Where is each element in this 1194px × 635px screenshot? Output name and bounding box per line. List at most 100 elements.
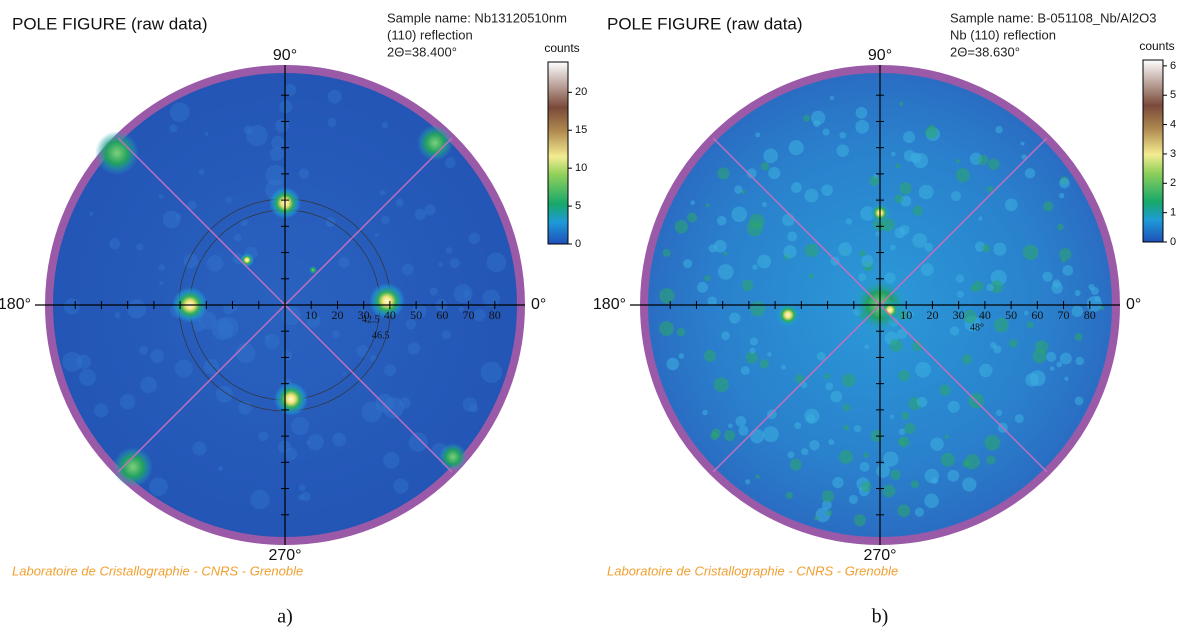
texture: [381, 121, 389, 129]
texture: [875, 231, 881, 237]
texture: [982, 244, 991, 253]
sample-info: Nb (110) reflection: [950, 27, 1056, 42]
texture: [662, 249, 671, 257]
texture: [307, 433, 324, 451]
texture: [223, 303, 234, 315]
texture: [1046, 351, 1057, 362]
texture: [325, 217, 336, 228]
annotation: 48°: [970, 322, 984, 333]
texture: [306, 314, 321, 328]
radial-tick-label: 40: [979, 308, 991, 322]
colorbar-label: counts: [1139, 39, 1174, 53]
texture: [791, 182, 802, 193]
texture: [749, 337, 758, 346]
texture: [955, 168, 970, 183]
diffraction-spot: [95, 131, 139, 175]
texture: [986, 455, 996, 465]
texture: [399, 397, 411, 409]
colorbar-tick-label: 15: [575, 124, 587, 136]
texture: [855, 106, 868, 119]
texture: [441, 330, 451, 340]
radial-tick-label: 40: [384, 308, 396, 322]
texture: [271, 135, 285, 150]
texture: [735, 415, 747, 427]
texture: [828, 439, 835, 446]
sample-info: Sample name: Nb13120510nm: [387, 10, 567, 25]
radial-tick-label: 80: [1084, 308, 1096, 322]
angle-label: 180°: [593, 296, 626, 313]
texture: [883, 451, 899, 467]
texture: [956, 290, 964, 298]
texture: [889, 339, 903, 352]
texture: [839, 131, 847, 139]
texture: [429, 287, 439, 296]
texture: [158, 264, 166, 271]
texture: [829, 96, 834, 101]
texture: [755, 132, 761, 138]
texture: [749, 347, 756, 354]
texture: [861, 255, 874, 268]
texture: [830, 256, 840, 266]
texture: [761, 201, 768, 208]
texture: [281, 350, 293, 361]
texture: [757, 254, 772, 269]
texture: [729, 312, 741, 324]
texture: [281, 306, 301, 326]
texture: [192, 441, 207, 456]
texture: [804, 243, 819, 258]
texture: [749, 301, 766, 317]
texture: [384, 364, 397, 377]
texture: [783, 244, 797, 259]
texture: [768, 167, 781, 180]
texture: [408, 432, 428, 452]
texture: [332, 432, 347, 447]
texture: [809, 439, 820, 451]
texture: [853, 425, 862, 433]
texture: [204, 131, 209, 136]
texture: [821, 184, 833, 197]
texture: [717, 167, 730, 180]
texture: [298, 168, 310, 179]
texture: [169, 124, 178, 133]
texture: [836, 144, 849, 157]
texture: [842, 404, 851, 412]
colorbar-tick-label: 5: [575, 200, 581, 212]
texture: [813, 120, 821, 128]
texture: [746, 168, 757, 179]
texture: [814, 516, 819, 521]
colorbar-tick-label: 20: [575, 86, 587, 98]
colorbar: [1142, 59, 1164, 243]
texture: [63, 298, 80, 315]
texture: [1086, 296, 1103, 312]
texture: [175, 213, 181, 220]
texture: [1062, 265, 1074, 276]
texture: [458, 306, 465, 312]
texture: [705, 203, 710, 208]
texture: [924, 493, 939, 509]
radial-tick-label: 70: [463, 308, 475, 322]
texture: [338, 256, 350, 269]
texture: [899, 182, 912, 195]
texture: [930, 437, 944, 452]
texture: [944, 434, 949, 439]
radial-tick-label: 50: [410, 308, 422, 322]
texture: [908, 311, 915, 317]
texture: [973, 280, 984, 292]
texture: [1074, 289, 1081, 297]
texture: [915, 362, 931, 378]
colorbar: [547, 61, 569, 245]
texture: [290, 416, 310, 436]
texture: [139, 345, 148, 355]
texture: [1014, 414, 1024, 424]
texture: [78, 369, 96, 387]
texture: [949, 326, 960, 336]
texture: [449, 258, 460, 269]
texture: [955, 159, 961, 164]
texture: [984, 434, 1001, 451]
texture: [240, 218, 249, 227]
sample-info: 2Θ=38.400°: [387, 44, 457, 59]
texture: [1059, 352, 1072, 365]
texture: [806, 414, 816, 423]
texture: [150, 349, 165, 363]
texture: [990, 280, 1004, 294]
